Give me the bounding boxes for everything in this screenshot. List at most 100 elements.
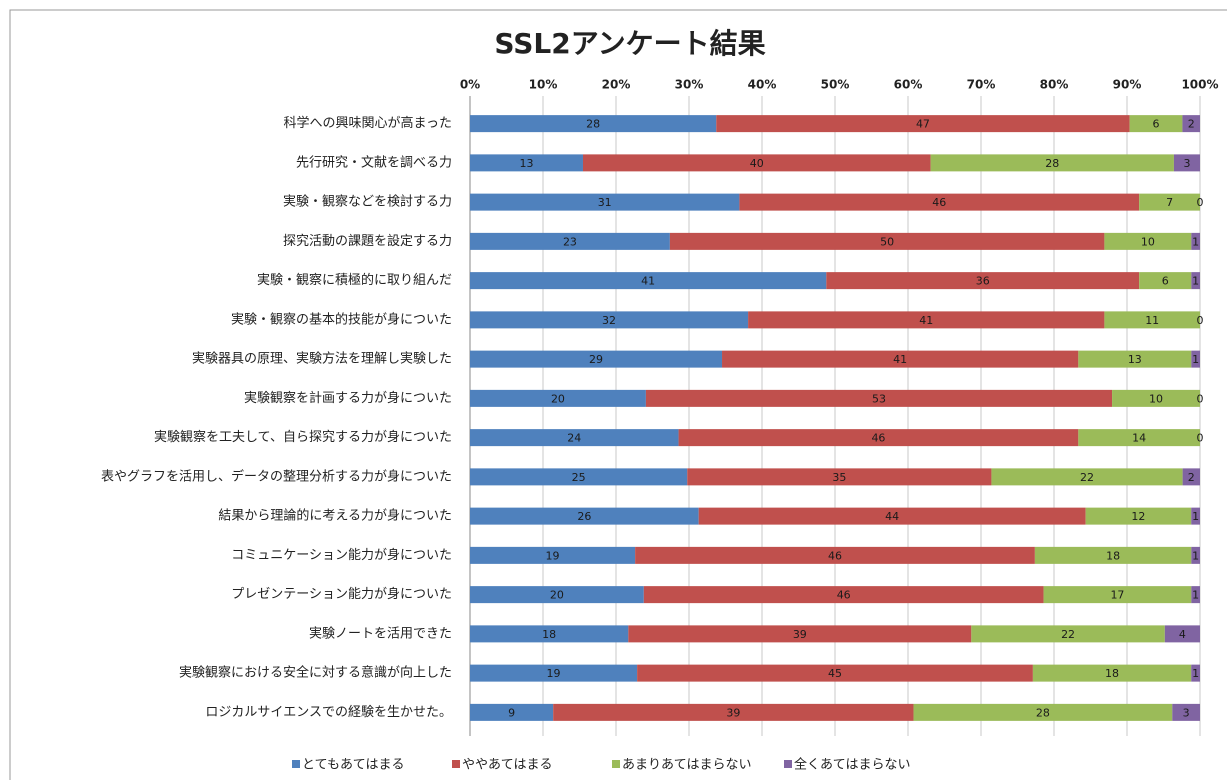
bar-segment <box>1078 350 1192 368</box>
data-label: 13 <box>1128 353 1142 366</box>
data-label: 6 <box>1162 275 1169 288</box>
data-label: 10 <box>1149 392 1163 405</box>
data-label: 20 <box>551 392 565 405</box>
legend-swatch <box>612 760 620 768</box>
bar-segment <box>1191 232 1200 250</box>
category-label: 実験観察を工夫して、自ら探究する力が身についた <box>154 429 452 445</box>
data-label: 2 <box>1188 471 1195 484</box>
data-label: 20 <box>550 589 564 602</box>
x-tick-label: 10% <box>529 78 558 92</box>
data-label: 13 <box>519 157 533 170</box>
data-label: 1 <box>1192 235 1199 248</box>
bar-segment <box>1191 546 1200 564</box>
legend-label: とてもあてはまる <box>302 758 404 773</box>
data-label: 46 <box>828 549 842 562</box>
category-label: プレゼンテーション能力が身についた <box>231 586 452 602</box>
bar-segment <box>739 193 1140 211</box>
data-label: 4 <box>1179 628 1186 641</box>
category-label: 結果から理論的に考える力が身についた <box>218 508 452 524</box>
data-label: 28 <box>1045 157 1059 170</box>
x-tick-label: 30% <box>675 78 704 92</box>
bar-segment <box>470 115 717 133</box>
bar-segment <box>470 507 699 525</box>
data-label: 41 <box>919 314 933 327</box>
category-label: ロジカルサイエンスでの経験を生かせた。 <box>205 705 452 720</box>
data-label: 23 <box>563 235 577 248</box>
data-label: 41 <box>893 353 907 366</box>
bar-segment <box>1172 703 1200 721</box>
x-tick-label: 40% <box>748 78 777 92</box>
bar-segment <box>582 154 931 172</box>
bar-segment <box>470 468 688 486</box>
data-label: 18 <box>1106 549 1120 562</box>
category-label: 実験観察における安全に対する意識が向上した <box>179 665 452 681</box>
data-label: 46 <box>837 589 851 602</box>
category-label: コミュニケーション能力が身についた <box>231 547 452 563</box>
x-tick-label: 90% <box>1113 78 1142 92</box>
bar-segment <box>470 232 670 250</box>
bar-segment <box>1191 664 1200 682</box>
bar-segment <box>1173 154 1200 172</box>
data-label: 41 <box>641 275 655 288</box>
data-label: 24 <box>567 432 581 445</box>
category-label: 実験・観察に積極的に取り組んだ <box>257 272 452 288</box>
x-tick-label: 0% <box>460 78 480 92</box>
data-label: 0 <box>1197 196 1204 209</box>
data-label: 19 <box>546 549 560 562</box>
data-label: 11 <box>1145 314 1159 327</box>
bar-segment <box>748 311 1105 329</box>
bar-segment <box>643 586 1044 604</box>
bar-segment <box>1182 468 1200 486</box>
data-label: 22 <box>1080 471 1094 484</box>
data-label: 6 <box>1153 118 1160 131</box>
bar-segment <box>716 115 1130 133</box>
data-label: 3 <box>1183 157 1190 170</box>
data-label: 1 <box>1192 353 1199 366</box>
data-label: 31 <box>598 196 612 209</box>
bar-segment <box>687 468 992 486</box>
category-label: 実験観察を計画する力が身についた <box>244 390 452 406</box>
bar-segment <box>470 389 646 407</box>
bar-segment <box>678 429 1079 447</box>
bar-segment <box>1112 389 1200 407</box>
data-label: 19 <box>547 667 561 680</box>
category-label: 科学への興味関心が高まった <box>284 115 452 131</box>
bar-segment <box>1139 272 1192 290</box>
data-label: 47 <box>916 118 930 131</box>
legend-label: ややあてはまる <box>462 758 552 773</box>
data-label: 22 <box>1061 628 1075 641</box>
data-label: 46 <box>871 432 885 445</box>
bar-segment <box>645 389 1113 407</box>
data-label: 1 <box>1192 510 1199 523</box>
bar-segment <box>669 232 1105 250</box>
legend-label: あまりあてはまらない <box>622 758 751 773</box>
bar-segment <box>1129 115 1183 133</box>
x-tick-label: 20% <box>602 78 631 92</box>
bar-segment <box>1191 272 1200 290</box>
category-label: 実験・観察の基本的技能が身についた <box>231 311 452 327</box>
bar-segment <box>1164 625 1200 643</box>
bar-segment <box>628 625 972 643</box>
category-label: 実験ノートを活用できた <box>309 625 452 641</box>
bar-segment <box>1032 664 1192 682</box>
bar-segment <box>470 586 644 604</box>
data-label: 0 <box>1197 432 1204 445</box>
category-label: 実験・観察などを検討する力 <box>283 194 452 210</box>
legend-label: 全くあてはまらない <box>794 757 910 773</box>
bar-segment <box>1104 232 1192 250</box>
data-label: 25 <box>572 471 586 484</box>
legend-swatch <box>452 760 460 768</box>
data-label: 3 <box>1183 706 1190 719</box>
data-label: 7 <box>1166 196 1173 209</box>
data-label: 1 <box>1192 275 1199 288</box>
bar-segment <box>470 311 749 329</box>
bar-segment <box>637 664 1033 682</box>
bar-segment <box>1085 507 1192 525</box>
data-label: 2 <box>1188 118 1195 131</box>
x-tick-label: 80% <box>1040 78 1069 92</box>
data-label: 17 <box>1110 589 1124 602</box>
bar-segment <box>470 625 629 643</box>
x-tick-label: 50% <box>821 78 850 92</box>
data-label: 1 <box>1192 667 1199 680</box>
data-label: 18 <box>542 628 556 641</box>
